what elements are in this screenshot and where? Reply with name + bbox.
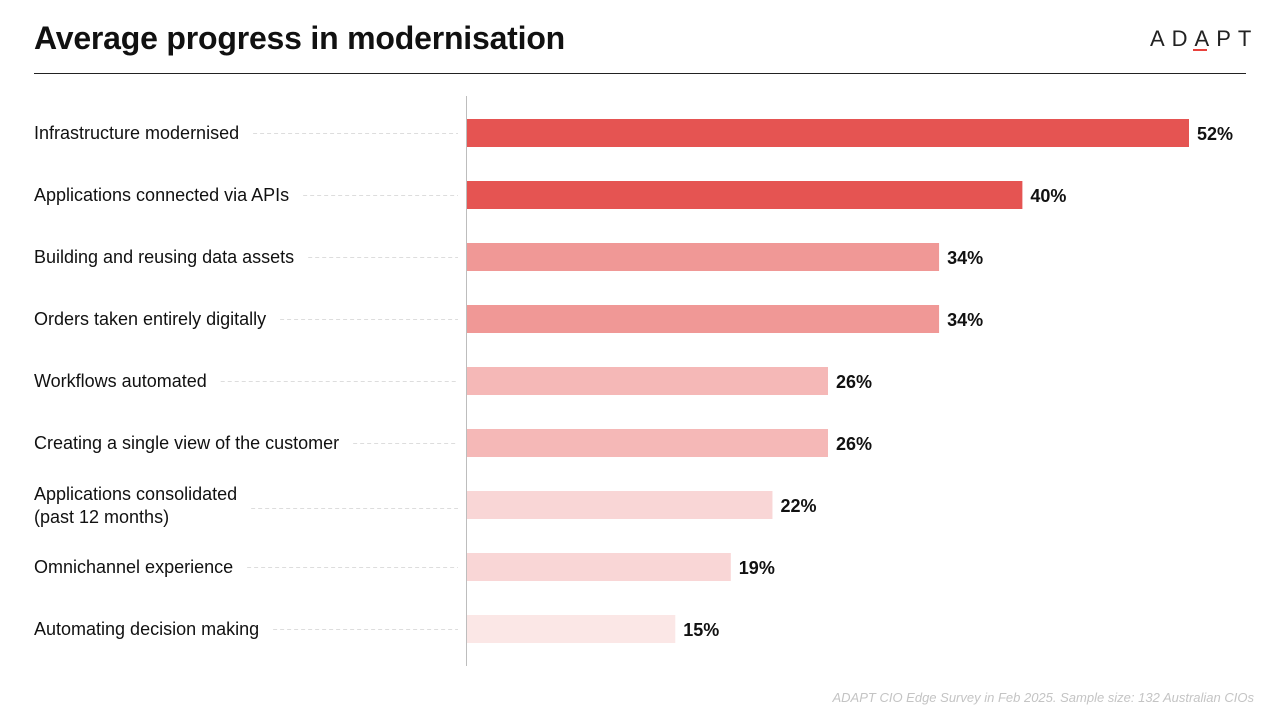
source-note: ADAPT CIO Edge Survey in Feb 2025. Sampl… — [832, 690, 1255, 705]
adapt-logo: ADAPT — [1150, 26, 1259, 51]
category-label: Building and reusing data assets — [34, 247, 294, 267]
data-label: 15% — [683, 620, 719, 640]
category-label: Orders taken entirely digitally — [34, 309, 266, 329]
data-label: 19% — [739, 558, 775, 578]
bar — [467, 305, 940, 333]
category-label: Omnichannel experience — [34, 557, 233, 577]
bar — [467, 553, 731, 581]
data-label: 26% — [836, 372, 872, 392]
bar — [467, 181, 1023, 209]
bar — [467, 429, 828, 457]
category-label: Infrastructure modernised — [34, 123, 239, 143]
title-divider — [34, 73, 1246, 74]
category-label: Automating decision making — [34, 619, 259, 639]
category-label: Creating a single view of the customer — [34, 433, 339, 453]
bar — [467, 615, 676, 643]
bar — [467, 243, 940, 271]
page-title: Average progress in modernisation — [34, 20, 566, 56]
data-label: 26% — [836, 434, 872, 454]
data-label: 34% — [947, 248, 983, 268]
logo-accent-mark — [1193, 49, 1207, 51]
data-label: 34% — [947, 310, 983, 330]
bar — [467, 119, 1189, 147]
category-label: Applications consolidated (past 12 months… — [34, 484, 237, 527]
data-label: 40% — [1030, 186, 1066, 206]
bar — [467, 491, 773, 519]
category-label: Applications connected via APIs — [34, 185, 289, 205]
data-label: 52% — [1197, 124, 1233, 144]
data-label: 22% — [780, 496, 816, 516]
category-label: Workflows automated — [34, 371, 207, 391]
bar — [467, 367, 828, 395]
